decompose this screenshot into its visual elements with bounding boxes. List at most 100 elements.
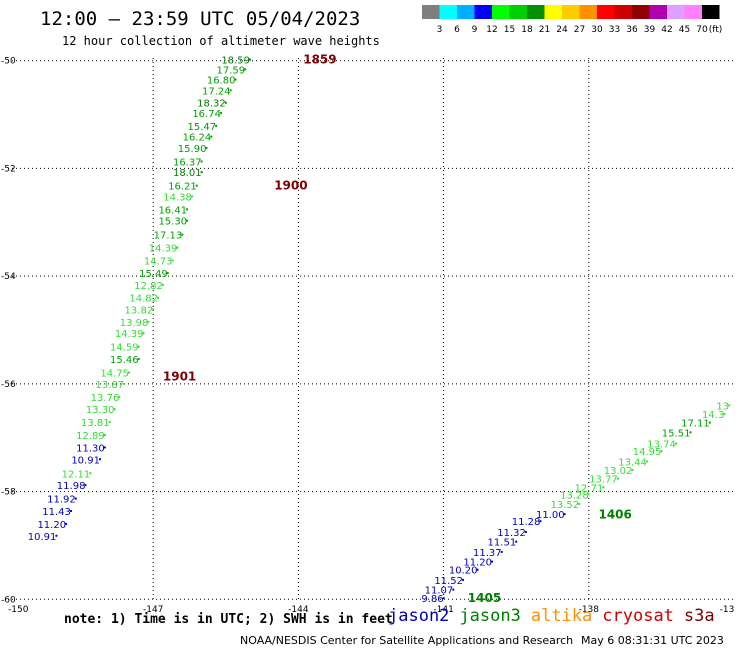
colorbar-label: 36 xyxy=(626,25,638,35)
data-label: 13.28 xyxy=(560,490,589,501)
colorbar-swatch xyxy=(422,5,440,19)
data-label: 16.74 xyxy=(192,109,221,120)
data-label: 13.82 xyxy=(125,306,154,317)
data-label: 14.39 xyxy=(149,244,178,255)
data-label: 13.81 xyxy=(81,418,110,429)
data-label: 11.51 xyxy=(488,538,517,549)
colorbar-unit: (ft) xyxy=(709,25,723,35)
data-point xyxy=(195,184,198,187)
data-point xyxy=(244,68,247,71)
data-point xyxy=(249,58,251,61)
data-label: 17.11 xyxy=(681,419,710,430)
data-label: 17.13 xyxy=(154,231,183,242)
data-label: 18.01 xyxy=(173,168,202,179)
data-point xyxy=(176,246,179,249)
legend-item-cryosat: cryosat xyxy=(602,606,674,626)
data-point xyxy=(186,208,189,211)
data-point xyxy=(708,421,711,424)
colorbar-swatch xyxy=(492,5,510,19)
data-label: 16.41 xyxy=(158,205,187,216)
data-point xyxy=(200,160,203,163)
satellite-legend: jason2 jason3 altika cryosat s3a xyxy=(388,606,725,626)
data-label: 14.73 xyxy=(144,257,173,268)
data-label: 18.32 xyxy=(197,99,226,110)
data-point xyxy=(69,509,72,512)
data-point xyxy=(689,431,692,434)
y-tick-label: -52 xyxy=(1,164,16,174)
data-point xyxy=(229,89,232,92)
data-label: 16.37 xyxy=(173,157,202,168)
data-label: 15.30 xyxy=(158,217,187,228)
colorbar-label: 3 xyxy=(437,25,443,35)
data-point xyxy=(587,493,590,496)
data-label: 15.49 xyxy=(139,269,168,280)
data-label: 11.43 xyxy=(42,507,71,518)
data-label: 13.77 xyxy=(589,475,618,486)
data-point xyxy=(563,513,566,516)
colorbar-swatch xyxy=(509,5,527,19)
colorbar-swatch xyxy=(702,5,720,19)
data-label: 15.46 xyxy=(110,355,139,366)
data-label: 12.71 xyxy=(575,483,604,494)
data-label: 11.20 xyxy=(463,558,492,569)
colorbar-swatch xyxy=(527,5,545,19)
data-label: 13.30 xyxy=(86,405,115,416)
data-point xyxy=(578,502,581,505)
data-point xyxy=(98,458,101,461)
data-label: 13.44 xyxy=(618,457,647,468)
colorbar-label: 33 xyxy=(609,25,620,35)
legend-item-jason2: jason2 xyxy=(388,606,450,626)
data-point xyxy=(186,219,189,222)
data-label: 14.82 xyxy=(129,294,158,305)
time-label: 1901 xyxy=(163,369,196,383)
x-tick-label: -147 xyxy=(143,605,163,615)
data-label: 11.28 xyxy=(512,517,541,528)
data-point xyxy=(171,259,174,262)
data-label: 14.95 xyxy=(633,447,662,458)
data-point xyxy=(491,560,493,563)
data-label: 11.20 xyxy=(37,520,66,531)
data-point xyxy=(55,534,58,537)
data-point xyxy=(108,421,111,424)
generated-timestamp: May 6 08:31:31 UTC 2023 xyxy=(581,634,724,647)
data-point xyxy=(234,78,237,81)
colorbar-swatch xyxy=(544,5,562,19)
colorbar: 3 6 9 12 15 18 21 24 27 30 33 36 39 42 45 70 (ft) xyxy=(422,5,723,35)
data-label: 16.21 xyxy=(168,182,197,193)
data-label: 13 xyxy=(716,401,729,412)
data-point xyxy=(142,332,145,335)
y-tick-label: -54 xyxy=(1,272,16,282)
legend-item-s3a: s3a xyxy=(683,606,715,626)
data-label: 11.00 xyxy=(536,510,565,521)
data-point xyxy=(723,413,726,416)
data-label: 14.75 xyxy=(100,369,129,380)
y-tick-label: -60 xyxy=(1,595,16,605)
data-label: 12.11 xyxy=(62,469,91,480)
colorbar-swatch xyxy=(457,5,475,19)
data-point xyxy=(219,111,222,114)
data-label: 9.86 xyxy=(421,594,443,605)
colorbar-label: 18 xyxy=(521,25,533,35)
colorbar-label: 42 xyxy=(661,25,672,35)
data-point xyxy=(181,233,184,236)
colorbar-label: 6 xyxy=(454,25,460,35)
colorbar-label: 70 xyxy=(696,25,708,35)
data-point xyxy=(65,522,68,525)
data-label: 14.3 xyxy=(702,410,724,421)
data-point xyxy=(616,477,619,480)
time-label: 1900 xyxy=(274,179,307,193)
colorbar-label: 24 xyxy=(556,25,568,35)
data-label: 11.92 xyxy=(47,495,76,506)
data-label: 13.98 xyxy=(120,318,149,329)
x-tick-label: -150 xyxy=(8,605,29,615)
data-label: 11.98 xyxy=(57,481,86,492)
data-point xyxy=(200,171,203,174)
y-tick-label: -58 xyxy=(1,488,16,498)
data-point xyxy=(157,296,160,299)
data-label: 11.07 xyxy=(425,586,454,597)
data-label: 15.47 xyxy=(187,122,216,133)
data-label: 11.52 xyxy=(434,576,463,587)
data-point xyxy=(137,345,140,348)
data-point xyxy=(118,395,121,398)
legend-item-altika: altika xyxy=(530,606,593,626)
